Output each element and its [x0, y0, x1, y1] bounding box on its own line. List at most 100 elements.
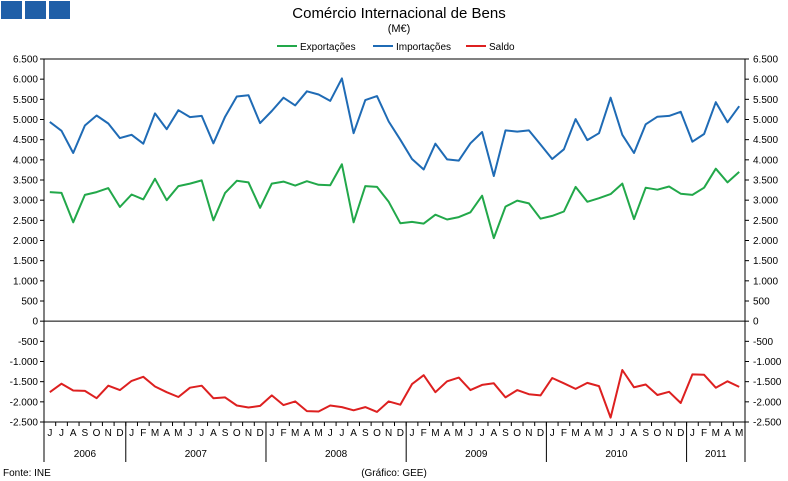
y-tick-label-left: 5.000 — [13, 115, 38, 126]
x-month-label: S — [362, 428, 369, 439]
x-month-label: A — [490, 428, 497, 439]
y-tick-label-right: 1.000 — [753, 276, 778, 287]
x-year-label: 2006 — [74, 449, 97, 460]
x-month-label: J — [269, 428, 274, 439]
x-month-label: O — [653, 428, 661, 439]
x-month-label: O — [513, 428, 521, 439]
y-tick-label-right: 5.500 — [753, 95, 778, 106]
x-month-label: A — [70, 428, 77, 439]
x-month-label: M — [455, 428, 463, 439]
x-month-label: J — [47, 428, 52, 439]
credit-note: (Gráfico: GEE) — [361, 468, 427, 479]
x-month-label: M — [151, 428, 159, 439]
x-month-label: N — [245, 428, 252, 439]
y-tick-label-left: 2.000 — [13, 236, 38, 247]
y-tick-label-right: 3.000 — [753, 196, 778, 207]
x-month-label: F — [280, 428, 286, 439]
x-month-label: O — [373, 428, 381, 439]
x-month-label: J — [328, 428, 333, 439]
y-tick-label-right: -2.500 — [753, 418, 782, 429]
x-month-label: D — [677, 428, 684, 439]
x-month-label: J — [199, 428, 204, 439]
y-tick-label-right: 1.500 — [753, 256, 778, 267]
x-month-label: A — [724, 428, 731, 439]
y-tick-label-right: 4.500 — [753, 135, 778, 146]
y-tick-label-right: -1.000 — [753, 357, 782, 368]
y-tick-label-right: 4.000 — [753, 155, 778, 166]
x-month-label: S — [502, 428, 509, 439]
y-tick-label-left: -500 — [18, 337, 38, 348]
x-month-label: F — [421, 428, 427, 439]
y-tick-label-left: 1.500 — [13, 256, 38, 267]
y-tick-label-left: 3.000 — [13, 196, 38, 207]
x-month-label: M — [174, 428, 182, 439]
y-tick-label-left: -2.000 — [10, 397, 39, 408]
x-year-label: 2008 — [325, 449, 348, 460]
x-month-label: M — [314, 428, 322, 439]
series-line-importacoes — [49, 77, 741, 177]
x-month-label: A — [631, 428, 638, 439]
legend-label-exportacoes: Exportações — [300, 42, 356, 53]
chart-subtitle: (M€) — [388, 23, 411, 35]
y-tick-label-right: 0 — [753, 317, 759, 328]
x-month-label: N — [525, 428, 532, 439]
series-layer — [49, 77, 741, 419]
y-tick-label-right: 5.000 — [753, 115, 778, 126]
x-month-label: J — [188, 428, 193, 439]
x-month-label: J — [690, 428, 695, 439]
x-month-label: D — [116, 428, 123, 439]
x-month-label: J — [410, 428, 415, 439]
x-year-label: 2009 — [465, 449, 488, 460]
x-month-label: A — [444, 428, 451, 439]
x-month-label: J — [550, 428, 555, 439]
y-tick-label-left: -2.500 — [10, 418, 39, 429]
y-tick-label-left: 4.000 — [13, 155, 38, 166]
legend-label-saldo: Saldo — [489, 42, 515, 53]
y-tick-label-left: 500 — [21, 297, 38, 308]
y-tick-label-left: 1.000 — [13, 276, 38, 287]
y-tick-label-right: 2.500 — [753, 216, 778, 227]
series-line-exportacoes — [49, 163, 740, 240]
x-month-label: J — [59, 428, 64, 439]
y-tick-label-right: -2.000 — [753, 397, 782, 408]
x-month-label: A — [584, 428, 591, 439]
y-tick-label-right: -500 — [753, 337, 773, 348]
x-month-label: M — [431, 428, 439, 439]
x-month-label: S — [642, 428, 649, 439]
x-month-label: F — [561, 428, 567, 439]
x-month-label: S — [222, 428, 229, 439]
x-year-label: 2007 — [185, 449, 208, 460]
x-month-label: J — [608, 428, 613, 439]
legend-label-importacoes: Importações — [396, 42, 451, 53]
x-month-label: F — [701, 428, 707, 439]
x-month-label: J — [129, 428, 134, 439]
plot-frame — [43, 58, 746, 423]
y-tick-label-left: 5.500 — [13, 95, 38, 106]
y-tick-label-left: 3.500 — [13, 176, 38, 187]
x-month-label: M — [571, 428, 579, 439]
y-tick-label-right: 6.000 — [753, 75, 778, 86]
x-year-label: 2010 — [605, 449, 628, 460]
x-month-label: D — [397, 428, 404, 439]
y-tick-label-right: 6.500 — [753, 55, 778, 66]
y-tick-label-left: -1.000 — [10, 357, 39, 368]
y-tick-label-right: -1.500 — [753, 377, 782, 388]
y-tick-label-left: 4.500 — [13, 135, 38, 146]
x-month-label: J — [480, 428, 485, 439]
source-note: Fonte: INE — [3, 468, 51, 479]
x-month-label: F — [140, 428, 146, 439]
x-month-label: S — [82, 428, 89, 439]
chart-title: Comércio Internacional de Bens — [292, 5, 505, 22]
x-month-label: A — [163, 428, 170, 439]
chart-axes: 6.500 6.500 6.000 6.000 5.500 5.500 5.000 5.000… — [10, 55, 782, 462]
x-month-label: N — [385, 428, 392, 439]
x-month-label: O — [233, 428, 241, 439]
x-month-label: J — [339, 428, 344, 439]
y-tick-label-left: 2.500 — [13, 216, 38, 227]
ine-logo — [1, 1, 70, 19]
chart-legend: Exportações Importações Saldo — [277, 42, 515, 53]
x-month-label: N — [665, 428, 672, 439]
x-month-label: A — [350, 428, 357, 439]
x-month-label: D — [537, 428, 544, 439]
